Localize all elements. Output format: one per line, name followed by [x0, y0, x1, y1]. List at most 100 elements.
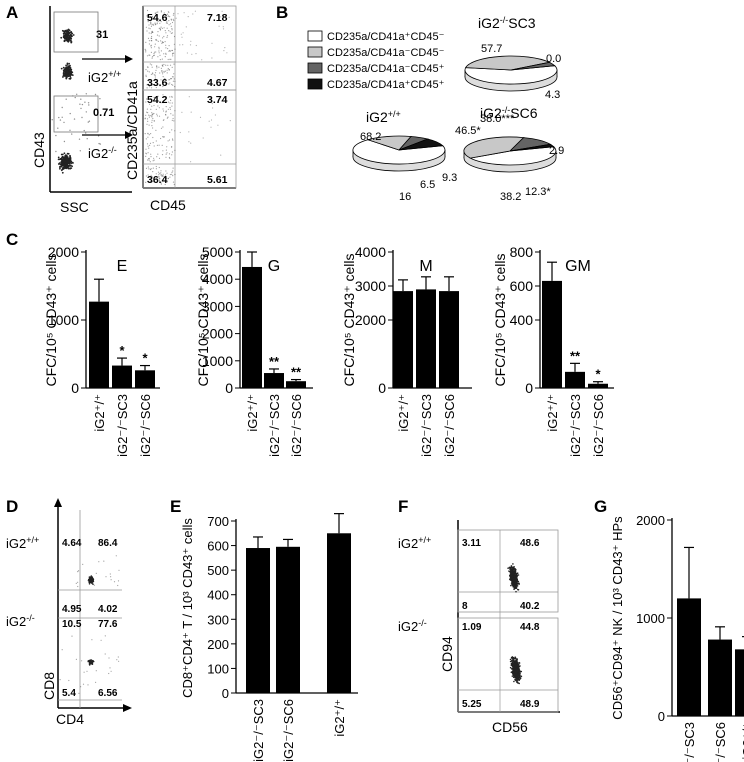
- scatter-dot: [210, 119, 213, 121]
- scatter-dot: [148, 24, 150, 26]
- scatter-dot: [520, 670, 523, 673]
- scatter-dot: [147, 19, 149, 21]
- scatter-dot: [146, 143, 149, 145]
- cfc-bar-charts: 0 1000 2000 iG2⁺/⁺ * iG2⁻/⁻SC3 * iG2⁻/⁻SC6 E CFC/…: [43, 244, 614, 457]
- scatter-dot: [173, 78, 175, 80]
- scatter-dot: [172, 14, 174, 16]
- quad-top-ll: 33.6: [147, 77, 168, 89]
- scatter-dot: [513, 575, 516, 577]
- scatter-dot: [169, 131, 171, 133]
- scatter-dot: [78, 692, 80, 694]
- scatter-dot: [163, 70, 165, 72]
- scatter-dot: [95, 681, 97, 684]
- scatter-dot: [67, 28, 70, 31]
- scatter-dot: [85, 132, 87, 134]
- bar: [242, 266, 262, 388]
- scatter-dot: [164, 77, 166, 80]
- scatter-dot: [160, 172, 162, 174]
- y-tick-label: 5000: [202, 244, 233, 260]
- scatter-dot: [151, 115, 153, 117]
- scatter-dot: [217, 124, 219, 126]
- scatter-dot: [159, 72, 161, 74]
- scatter-dot: [172, 18, 174, 20]
- scatter-dot: [91, 579, 93, 582]
- category-label: iG2⁻/⁻SC3: [267, 394, 282, 457]
- y-tick-label: 0: [525, 380, 533, 396]
- scatter-dot: [168, 24, 170, 26]
- scatter-dot: [171, 151, 173, 153]
- scatter-dot: [515, 668, 517, 671]
- scatter-dot: [171, 171, 173, 173]
- scatter-dot: [77, 570, 80, 572]
- scatter-dot: [165, 52, 167, 55]
- scatter-dot: [513, 566, 515, 568]
- y-axis-label: CFC/10⁵ CD43⁺ cells: [195, 253, 211, 386]
- scatter-dot: [172, 84, 174, 86]
- scatter-dot: [65, 39, 68, 41]
- scatter-dot: [66, 164, 69, 167]
- scatter-dot: [81, 116, 83, 119]
- scatter-dot: [517, 589, 520, 591]
- scatter-dot: [117, 580, 120, 582]
- y-tick-label: 2000: [355, 312, 386, 328]
- scatter-dot: [164, 70, 167, 72]
- scatter-dot: [57, 156, 60, 159]
- scatter-dot: [61, 171, 64, 174]
- scatter-dot: [87, 684, 89, 686]
- panel-d-label: D: [6, 497, 18, 516]
- scatter-dot: [165, 170, 167, 172]
- scatter-dot: [75, 582, 77, 585]
- scatter-dot: [519, 677, 522, 679]
- panel-g-label: G: [594, 497, 607, 516]
- scatter-dot: [86, 670, 88, 672]
- category-label: iG2⁻/⁻SC3: [568, 394, 583, 457]
- scatter-dot: [150, 32, 152, 35]
- scatter-dot: [149, 21, 152, 23]
- scatter-dot: [66, 156, 69, 159]
- y-tick-label: 800: [510, 244, 534, 260]
- scatter-dot: [513, 663, 516, 665]
- scatter-dot: [167, 116, 169, 118]
- scatter-dot: [165, 15, 167, 17]
- scatter-dot: [509, 666, 512, 669]
- scatter-dot: [62, 71, 65, 74]
- scatter-dot: [160, 11, 162, 13]
- quad-f-top-lr: 40.2: [520, 601, 540, 612]
- scatter-dot: [171, 28, 173, 30]
- pie-title: iG2+/+: [366, 109, 401, 125]
- scatter-dot: [173, 12, 175, 15]
- scatter-dot: [162, 150, 164, 152]
- scatter-dot: [172, 55, 174, 57]
- scatter-dot: [147, 15, 149, 17]
- y-tick-label: 0: [222, 686, 229, 701]
- scatter-dot: [157, 56, 159, 58]
- scatter-dot: [165, 47, 167, 49]
- chart-title: G: [268, 258, 280, 275]
- scatter-dot: [154, 22, 156, 24]
- scatter-dot: [174, 80, 176, 82]
- scatter-dot: [153, 104, 155, 107]
- scatter-dot: [166, 22, 169, 24]
- scatter-dot: [55, 134, 57, 137]
- scatter-dot: [511, 667, 513, 670]
- scatter-dot: [155, 69, 157, 71]
- scatter-dot: [152, 113, 154, 115]
- legend-swatch: [307, 30, 323, 42]
- scatter-dot: [148, 158, 150, 160]
- scatter-dot: [156, 11, 158, 13]
- scatter-dot: [62, 73, 65, 75]
- scatter-dot: [65, 154, 68, 157]
- scatter-dot: [150, 23, 152, 25]
- quad-bottom-ul: 54.2: [147, 94, 168, 106]
- category-label: iG2⁻/⁻SC6: [289, 394, 304, 457]
- scatter-dot: [171, 21, 174, 24]
- scatter-dot: [153, 51, 156, 53]
- scatter-dot: [514, 667, 516, 669]
- scatter-dot: [163, 71, 165, 73]
- scatter-dot: [163, 53, 165, 55]
- scatter-dot: [190, 142, 192, 144]
- scatter-dot: [514, 666, 516, 668]
- scatter-dot: [518, 671, 520, 673]
- scatter-dot: [514, 586, 516, 588]
- panel-f: F iG2+/+ iG2-/- 3.11 48.6 8 40.2 1.09 44…: [398, 497, 560, 735]
